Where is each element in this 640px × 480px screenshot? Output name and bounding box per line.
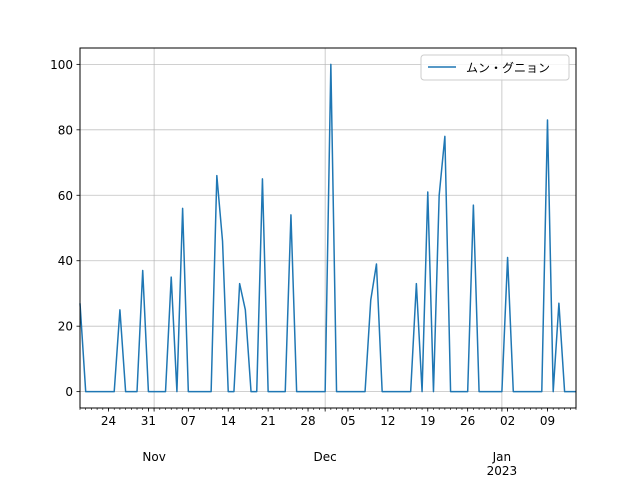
y-tick-label: 20: [58, 320, 73, 334]
series-line: [79, 63, 576, 393]
x-tick-label: 31: [141, 414, 156, 428]
y-tick-label: 60: [58, 189, 73, 203]
legend-box: [420, 54, 570, 81]
x-tick-label: 12: [380, 414, 395, 428]
legend: ムン・グニョン: [420, 54, 570, 81]
x-tick-label: 28: [300, 414, 315, 428]
y-tick-label: 0: [65, 385, 73, 399]
x-major-ticks: 24 31 07 14 21 28 05 12 19 26 02 09: [101, 408, 555, 428]
x-tick-label: 02: [500, 414, 515, 428]
x-month-label: Nov: [142, 450, 165, 464]
x-tick-label: 21: [260, 414, 275, 428]
y-tick-label: 40: [58, 254, 73, 268]
x-tick-label: 14: [221, 414, 236, 428]
x-tick-label: 07: [181, 414, 196, 428]
plot-frame: [79, 47, 577, 409]
y-tick-label: 80: [58, 123, 73, 137]
y-tick-label: 100: [50, 58, 73, 72]
x-tick-label: 24: [101, 414, 116, 428]
x-month-label: Dec: [314, 450, 337, 464]
series-layer: [79, 63, 576, 393]
x-year-label: 2023: [487, 464, 518, 478]
legend-label: ムン・グニョン: [466, 61, 550, 75]
x-tick-label: 09: [540, 414, 555, 428]
x-month-label: Jan: [492, 450, 512, 464]
x-tick-label: 05: [340, 414, 355, 428]
x-tick-label: 19: [420, 414, 435, 428]
x-tick-label: 26: [460, 414, 475, 428]
y-axis-ticks: 0 20 40 60 80 100: [50, 58, 80, 399]
